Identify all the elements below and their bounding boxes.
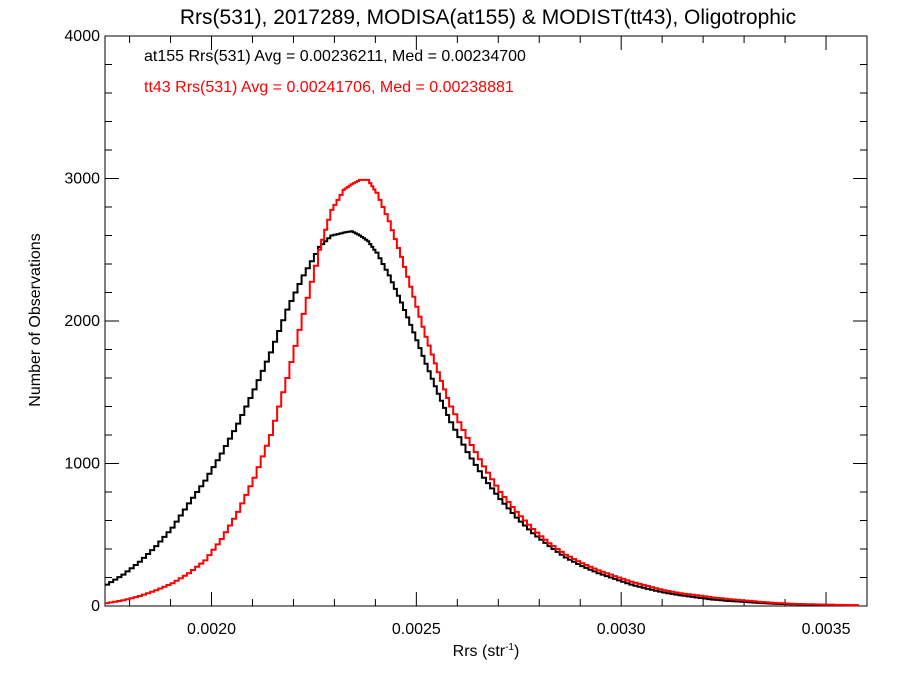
series-line-0 <box>105 230 859 607</box>
x-axis-label-main: Rrs (str <box>453 643 506 660</box>
x-tick-label: 0.0030 <box>597 621 646 638</box>
y-axis: 0 1000 2000 3000 4000 <box>64 28 867 615</box>
annotation-at155-stats: at155 Rrs(531) Avg = 0.00236211, Med = 0… <box>144 48 526 65</box>
x-tick-label: 0.0035 <box>802 621 851 638</box>
y-tick-label: 0 <box>91 598 100 615</box>
x-tick-label: 0.0020 <box>187 621 236 638</box>
x-axis-label-sup: -1 <box>505 642 514 653</box>
x-axis-label: Rrs (str-1) <box>453 642 520 660</box>
y-tick-label: 4000 <box>64 28 100 45</box>
y-tick-label: 1000 <box>64 456 100 473</box>
y-axis-label: Number of Observations <box>27 233 44 406</box>
plot-frame <box>104 35 868 607</box>
x-axis: 0.0020 0.0025 0.0030 0.0035 <box>129 36 851 638</box>
x-tick-label: 0.0025 <box>392 621 441 638</box>
y-tick-label: 2000 <box>64 313 100 330</box>
series-group <box>105 178 859 607</box>
y-tick-label: 3000 <box>64 171 100 188</box>
series-line-1 <box>105 178 859 607</box>
x-axis-label-close: ) <box>514 643 519 660</box>
annotation-tt43-stats: tt43 Rrs(531) Avg = 0.00241706, Med = 0.… <box>144 79 514 96</box>
chart-title: Rrs(531), 2017289, MODISA(at155) & MODIS… <box>180 6 796 29</box>
